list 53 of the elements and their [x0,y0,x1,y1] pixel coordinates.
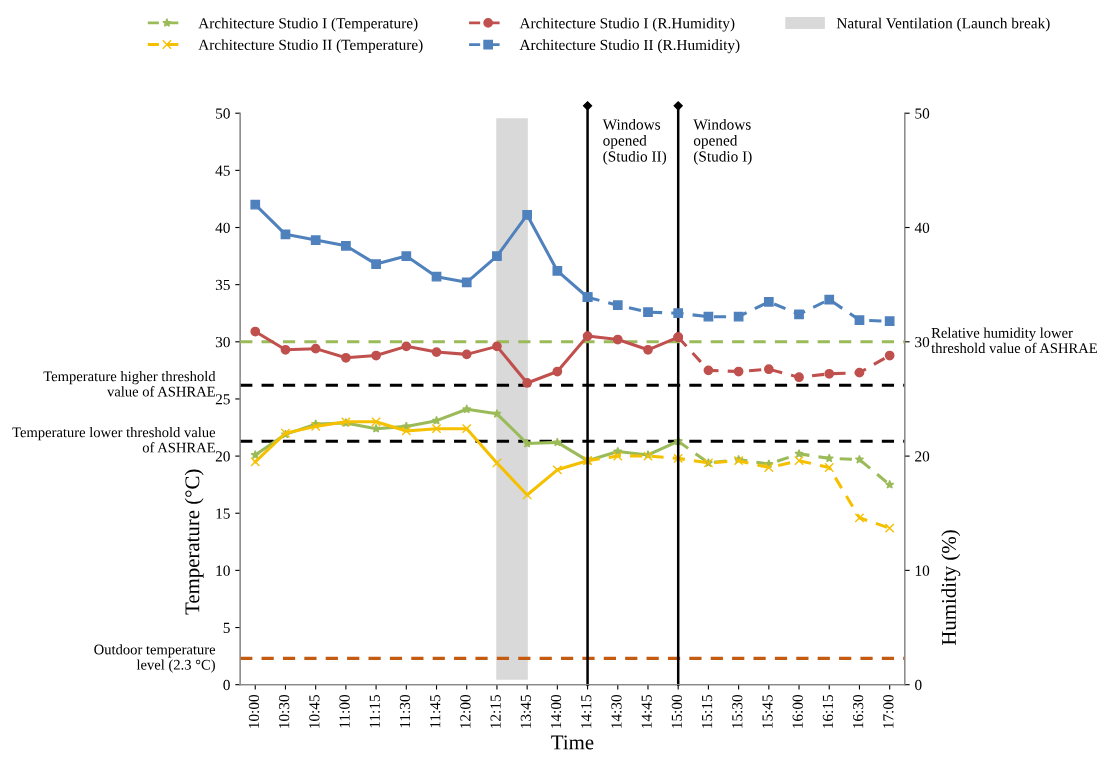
x-tick-label: 11:00 [339,694,350,728]
ref-line-label: Temperature lower threshold value of ASHRAE [12,427,216,453]
x-tick-label: 14:45 [641,694,652,728]
y-tick-label: 30 [215,336,230,348]
x-tick-label: 15:15 [701,694,713,728]
ref-line-label: Windows opened (Studio II) [602,118,667,165]
y2-tick-label: 20 [915,451,930,462]
y2-tick-label: 50 [915,108,930,119]
y-tick-label: 50 [216,108,230,119]
ref-line-label: Temperature higher threshold value of ASHRAE [43,370,216,397]
x-tick-label: 15:00 [671,694,683,728]
x-tick-label: 16:30 [852,694,864,728]
x-tick-label: 11:30 [399,694,411,728]
x-tick-label: 16:00 [792,694,803,728]
y2-tick-label: 10 [915,565,930,576]
y-axis-title: Temperature (°C) [184,469,204,615]
y2-tick-label: 0 [915,679,922,691]
y-tick-label: 25 [215,394,230,405]
y-tick-label: 40 [215,222,230,233]
legend-label: Architecture Studio I (Temperature) [198,17,418,32]
y-tick-label: 45 [215,165,230,176]
x-tick-label: 11:15 [369,694,380,728]
x-tick-label: 16:15 [822,694,834,728]
legend-label: Architecture Studio II (R.Humidity) [519,39,740,54]
x-tick-label: 14:30 [611,694,622,728]
ref-line-label: Windows opened (Studio I) [693,118,752,165]
ref-line-label: Outdoor temperature level (2.3 °C) [94,644,216,673]
y2-tick-label: 30 [915,336,930,348]
x-tick-label: 14:15 [581,694,592,728]
y-tick-label: 20 [215,451,230,462]
y-tick-label: 35 [215,279,230,291]
x-tick-label: 15:45 [762,694,773,728]
x-axis-title: Time [551,735,594,750]
x-tick-label: 12:00 [460,694,471,728]
x-tick-label: 17:00 [883,694,894,728]
x-tick-label: 10:45 [309,694,320,728]
y-tick-label: 15 [216,508,230,519]
y-tick-label: 5 [223,622,230,633]
x-tick-label: 15:30 [732,694,743,728]
legend-label: Architecture Studio II (Temperature) [198,39,423,54]
x-tick-label: 11:45 [430,694,441,728]
x-tick-label: 12:15 [490,694,501,728]
y-tick-label: 0 [223,679,230,691]
y-tick-label: 10 [216,565,230,576]
x-tick-label: 13:45 [520,694,532,728]
y2-axis-title: Humidity (%) [941,530,961,646]
legend-label: Natural Ventilation (Launch break) [836,17,1050,32]
x-tick-label: 10:30 [278,694,290,728]
x-tick-label: 10:00 [248,694,260,728]
legend-label: Architecture Studio I (R.Humidity) [519,17,735,32]
y2-tick-label: 40 [914,222,930,233]
ref-line-label: Relative humidity lower threshold value of ASHRAE [931,327,1097,354]
x-tick-label: 14:00 [550,694,562,728]
